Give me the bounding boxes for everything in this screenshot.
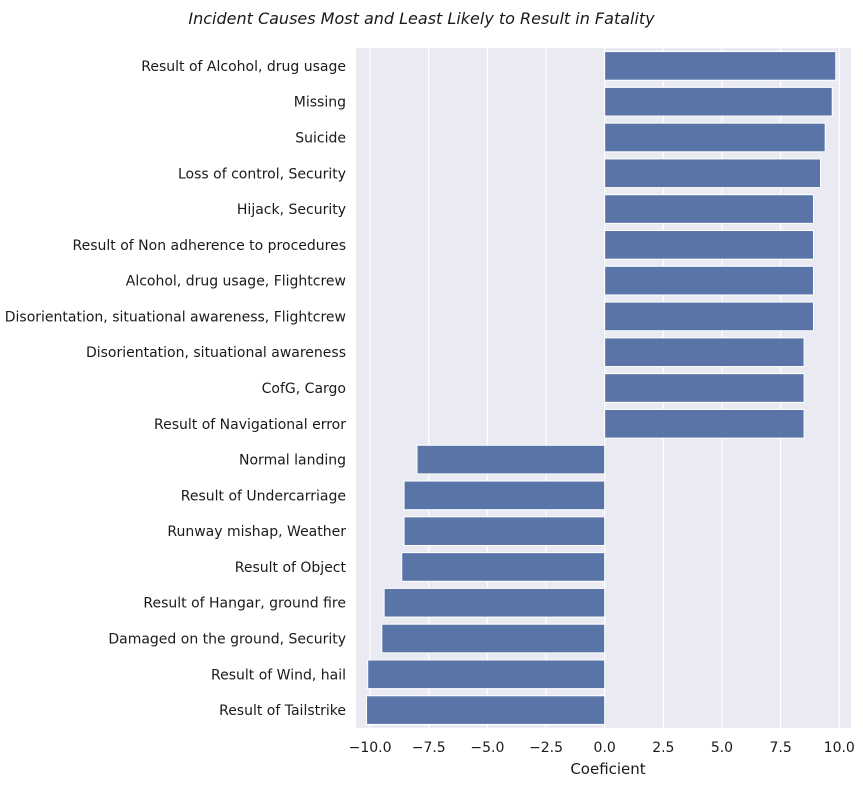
bar — [604, 86, 833, 117]
category-label: Result of Non adherence to procedures — [73, 238, 347, 254]
category-labels: Result of Alcohol, drug usage Missing Suic… — [5, 59, 347, 719]
x-tick-labels: −10.0 −7.5 −5.0 −2.5 0.0 2.5 5.0 7.5 10.0 — [349, 740, 855, 756]
category-label: Result of Alcohol, drug usage — [141, 59, 346, 75]
x-tick-label: 5.0 — [711, 740, 733, 756]
category-label: Result of Navigational error — [154, 417, 346, 433]
category-label: Result of Object — [235, 560, 347, 576]
bars — [366, 51, 837, 725]
x-tick-label: 7.5 — [769, 740, 791, 756]
category-label: Missing — [294, 95, 346, 111]
bar — [604, 230, 814, 260]
category-label: Loss of control, Security — [178, 166, 346, 182]
category-label: Suicide — [295, 130, 346, 146]
category-label: Result of Wind, hail — [211, 667, 346, 683]
category-label: Runway mishap, Weather — [167, 524, 346, 540]
x-tick-label: −7.5 — [412, 740, 446, 756]
bar — [604, 408, 805, 439]
category-label: Hijack, Security — [237, 202, 346, 218]
x-tick-label: −5.0 — [470, 740, 504, 756]
bar — [366, 695, 606, 725]
bar — [381, 623, 606, 654]
bar — [403, 516, 606, 546]
bar — [604, 337, 805, 368]
bar — [604, 194, 814, 224]
bar — [401, 552, 606, 582]
x-tick-label: 10.0 — [824, 740, 855, 756]
x-tick-label: 2.5 — [652, 740, 674, 756]
bar — [604, 51, 837, 81]
category-label: Alcohol, drug usage, Flightcrew — [126, 274, 346, 290]
x-axis-label: Coeficient — [570, 760, 645, 778]
category-label: CofG, Cargo — [262, 381, 346, 397]
category-label: Result of Hangar, ground fire — [143, 596, 346, 612]
category-label: Normal landing — [239, 453, 346, 469]
category-label: Result of Undercarriage — [181, 488, 346, 504]
bar — [604, 373, 805, 403]
category-label: Disorientation, situational awareness — [86, 345, 346, 361]
category-label: Result of Tailstrike — [219, 703, 346, 719]
bar — [604, 265, 814, 296]
bar — [604, 122, 826, 153]
bar — [403, 480, 606, 511]
x-tick-label: −10.0 — [349, 740, 392, 756]
bar — [604, 301, 814, 332]
bar — [416, 444, 606, 475]
category-label: Disorientation, situational awareness, F… — [5, 309, 346, 325]
category-label: Damaged on the ground, Security — [108, 632, 346, 648]
bar — [367, 659, 606, 690]
bar — [383, 587, 606, 618]
x-tick-label: −2.5 — [529, 740, 563, 756]
bar — [604, 158, 822, 189]
chart-title: Incident Causes Most and Least Likely to… — [188, 9, 655, 28]
x-tick-label: 0.0 — [594, 740, 616, 756]
